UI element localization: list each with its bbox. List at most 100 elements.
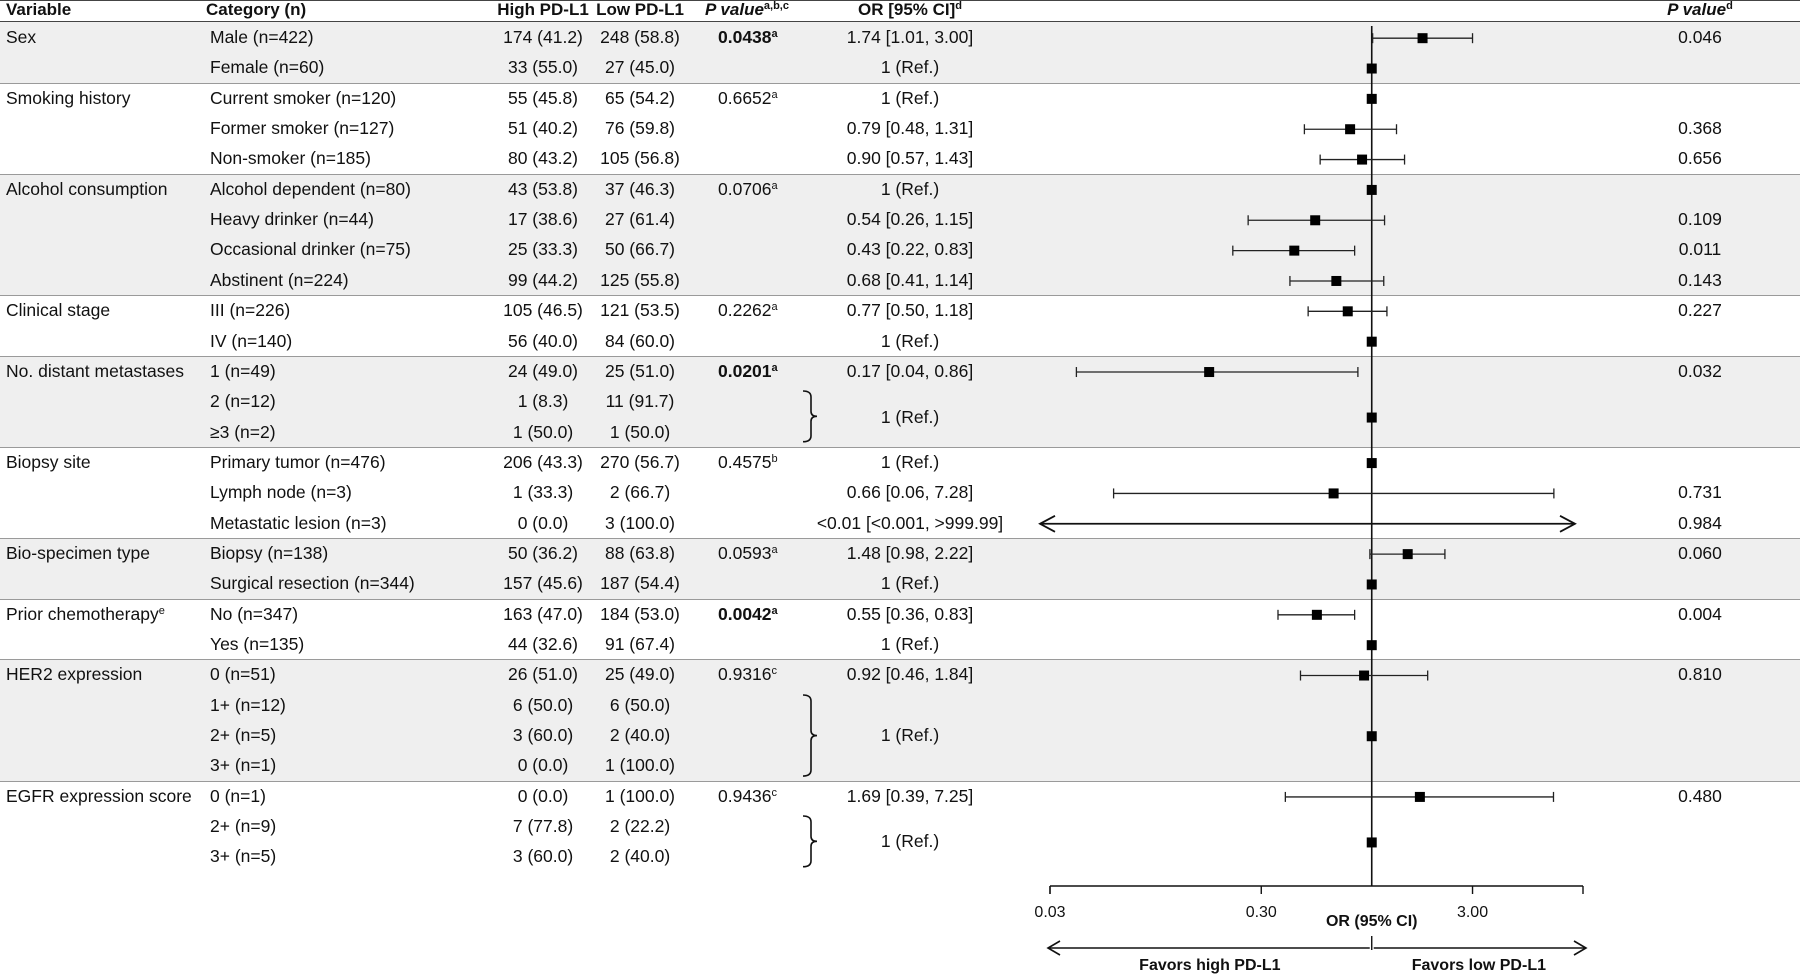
- variable-label: Alcohol consumption: [6, 178, 168, 199]
- header-p-value: P valuea,b,c: [705, 0, 789, 19]
- group-separator: [0, 82, 1800, 84]
- or-ci-cell: 1.74 [1.01, 3.00]: [846, 27, 974, 47]
- header-p-value-right: P valued: [1667, 0, 1733, 19]
- variable-label: Smoking history: [6, 87, 131, 108]
- category-cell: Female (n=60): [210, 57, 325, 78]
- group-separator: [0, 780, 1800, 782]
- low-pdl1-cell: 6 (50.0): [609, 694, 671, 715]
- category-cell: 1 (n=49): [210, 360, 276, 381]
- header-or-ci: OR [95% CI]d: [857, 0, 963, 19]
- high-pdl1-cell: 174 (41.2): [503, 27, 583, 47]
- group-separator: [0, 355, 1800, 357]
- category-cell: III (n=226): [210, 300, 291, 321]
- variable-label: Bio-specimen type: [6, 542, 150, 563]
- group-p-value: 0.0438a: [718, 27, 778, 47]
- brace-path: [802, 390, 818, 443]
- forest-p-value-cell: 0.368: [1678, 118, 1722, 139]
- high-pdl1-cell: 55 (45.8): [507, 87, 579, 108]
- ref-brace: [802, 815, 818, 868]
- forest-p-value-cell: 0.731: [1678, 482, 1722, 503]
- forest-p-value-cell: 0.046: [1678, 27, 1722, 47]
- category-cell: 2+ (n=9): [210, 816, 277, 837]
- category-cell: Yes (n=135): [210, 634, 305, 654]
- forest-p-value-cell: 0.810: [1678, 664, 1722, 685]
- group-separator: [0, 598, 1800, 600]
- group-band: [0, 537, 1800, 599]
- category-cell: Alcohol dependent (n=80): [210, 178, 411, 199]
- group-p-value: 0.4575b: [718, 451, 778, 472]
- group-p-value: 0.2262a: [718, 300, 778, 321]
- group-separator: [0, 173, 1800, 175]
- low-pdl1-cell: 1 (100.0): [604, 785, 676, 806]
- reference-marker: [1366, 458, 1377, 469]
- reference-marker: [1366, 93, 1377, 104]
- or-ci-cell: 0.43 [0.22, 0.83]: [846, 239, 974, 260]
- or-marker: [1359, 670, 1370, 681]
- or-ci-cell: 1 (Ref.): [880, 57, 940, 78]
- category-cell: 3+ (n=1): [210, 755, 277, 776]
- low-pdl1-cell: 1 (100.0): [604, 755, 676, 776]
- header-bottom-rule: [0, 21, 1800, 22]
- high-pdl1-cell: 56 (40.0): [507, 330, 579, 351]
- low-pdl1-cell: 84 (60.0): [604, 330, 676, 351]
- high-pdl1-cell: 6 (50.0): [512, 694, 574, 715]
- group-p-value: 0.9436c: [718, 785, 778, 806]
- or-ci-cell: 0.54 [0.26, 1.15]: [846, 209, 974, 230]
- low-pdl1-cell: 25 (51.0): [604, 360, 676, 381]
- forest-p-value-cell: 0.984: [1678, 512, 1722, 533]
- category-cell: 2 (n=12): [210, 391, 276, 412]
- reference-marker: [1366, 837, 1377, 848]
- high-pdl1-cell: 105 (46.5): [503, 300, 583, 321]
- high-pdl1-cell: 33 (55.0): [507, 57, 579, 78]
- forest-p-value-cell: 0.011: [1678, 239, 1722, 260]
- or-ci-cell: 1 (Ref.): [880, 178, 940, 199]
- high-pdl1-cell: 24 (49.0): [507, 360, 579, 381]
- group-band: [0, 22, 1800, 83]
- favors-low-arrowhead: [1573, 940, 1588, 956]
- high-pdl1-cell: 7 (77.8): [512, 816, 574, 837]
- high-pdl1-cell: 80 (43.2): [507, 148, 579, 169]
- group-p-value: 0.6652a: [718, 87, 778, 108]
- variable-label: Biopsy site: [6, 451, 91, 472]
- category-cell: 0 (n=1): [210, 785, 266, 806]
- category-cell: Non-smoker (n=185): [210, 148, 371, 169]
- x-axis-label: OR (95% CI): [1326, 913, 1418, 930]
- or-ci-cell: 1 (Ref.): [880, 725, 940, 746]
- category-cell: Male (n=422): [210, 27, 314, 47]
- header-low-pdl1: Low PD-L1: [596, 0, 684, 19]
- forest-p-value-cell: 0.060: [1678, 542, 1722, 563]
- header-top-rule: [0, 0, 1800, 1]
- variable-label: Prior chemotherapye: [6, 603, 165, 624]
- reference-marker: [1366, 579, 1377, 590]
- low-pdl1-cell: 50 (66.7): [604, 239, 676, 260]
- reference-marker: [1366, 412, 1377, 423]
- low-pdl1-cell: 65 (54.2): [604, 87, 676, 108]
- x-tick-label: 0.03: [1034, 904, 1065, 921]
- low-pdl1-cell: 2 (40.0): [609, 725, 671, 746]
- high-pdl1-cell: 157 (45.6): [503, 573, 583, 594]
- or-marker: [1204, 367, 1215, 378]
- high-pdl1-cell: 0 (0.0): [517, 785, 569, 806]
- or-marker: [1402, 549, 1413, 560]
- low-pdl1-cell: 2 (40.0): [609, 846, 671, 867]
- or-ci-cell: 0.55 [0.36, 0.83]: [846, 603, 974, 624]
- low-pdl1-cell: 37 (46.3): [604, 178, 676, 199]
- or-marker: [1417, 33, 1428, 44]
- or-ci-cell: 1 (Ref.): [880, 573, 940, 594]
- high-pdl1-cell: 206 (43.3): [503, 451, 583, 472]
- ref-brace: [802, 693, 818, 777]
- forest-p-value-cell: 0.480: [1678, 785, 1722, 806]
- or-ci-cell: 0.90 [0.57, 1.43]: [846, 148, 974, 169]
- high-pdl1-cell: 25 (33.3): [507, 239, 579, 260]
- group-band: [0, 355, 1800, 447]
- or-ci-cell: 1 (Ref.): [880, 634, 940, 654]
- high-pdl1-cell: 3 (60.0): [512, 846, 574, 867]
- or-marker: [1331, 275, 1342, 286]
- group-p-value: 0.0593a: [718, 542, 778, 563]
- high-pdl1-cell: 1 (8.3): [517, 391, 569, 412]
- low-pdl1-cell: 91 (67.4): [604, 634, 676, 654]
- or-marker: [1342, 306, 1353, 317]
- forest-p-value-cell: 0.656: [1678, 148, 1722, 169]
- high-pdl1-cell: 43 (53.8): [507, 178, 579, 199]
